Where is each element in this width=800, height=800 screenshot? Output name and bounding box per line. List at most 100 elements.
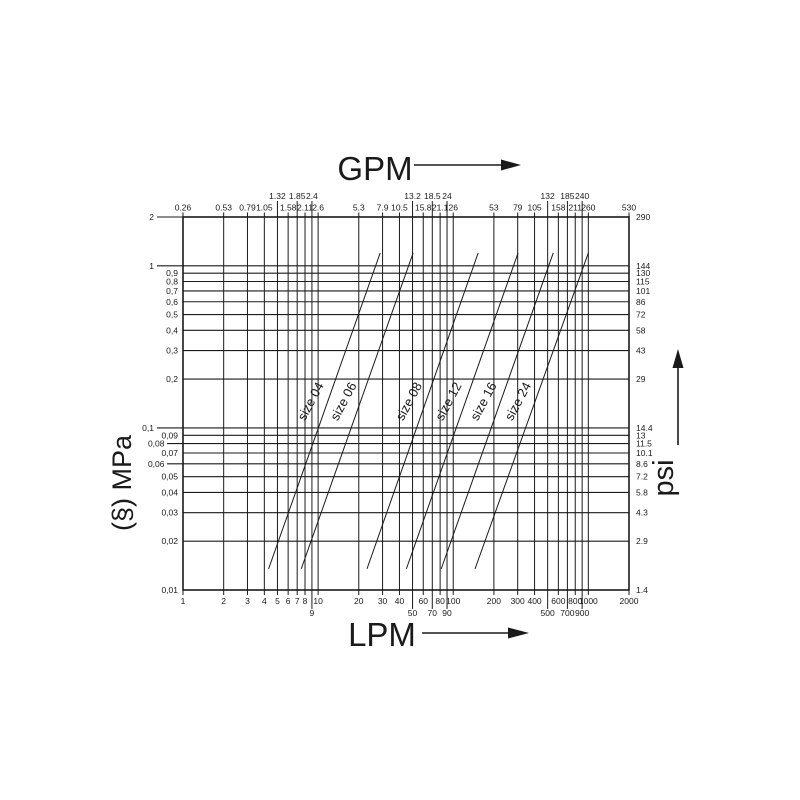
top-tick-label: 1.32 [269, 191, 286, 201]
psi-arrow-icon [672, 349, 684, 445]
left-tick-label: 0,5 [166, 310, 178, 320]
left-tick-label: 0,06 [148, 459, 165, 469]
axis-ticks [182, 201, 630, 609]
gpm-arrow-icon [414, 159, 521, 171]
top-tick-label: 530 [622, 203, 636, 213]
series-line-size-12 [405, 252, 519, 570]
right-tick-label: 86 [636, 297, 646, 307]
series-labels: size 04 size 06 size 08 size 12 size 16 size … [294, 380, 534, 423]
bottom-tick-label: 700 [560, 608, 574, 618]
left-tick-label: 0,02 [161, 536, 178, 546]
bottom-tick-label: 80 [435, 596, 445, 606]
bottom-tick-label: 800 [568, 596, 582, 606]
top-tick-label: 2.11 [297, 203, 313, 213]
series-lines [268, 252, 589, 570]
series-line-size-06 [300, 252, 414, 570]
left-tick-label: 0,8 [166, 277, 178, 287]
bottom-tick-label: 2000 [620, 596, 639, 606]
right-tick-label: 58 [636, 325, 646, 335]
top-tick-label: 0.79 [239, 203, 256, 213]
bottom-tick-label: 20 [354, 596, 364, 606]
left-tick-label: 0,7 [166, 286, 178, 296]
bottom-tick-label: 9 [310, 608, 315, 618]
top-tick-label: 1.58 [280, 203, 297, 213]
bottom-tick-label: 30 [378, 596, 388, 606]
right-tick-label: 5.8 [636, 487, 648, 497]
series-line-size-04 [268, 252, 381, 570]
top-tick-label: 105 [527, 203, 541, 213]
top-tick-label: 7.9 [377, 203, 389, 213]
bottom-tick-label: 3 [245, 596, 250, 606]
bottom-tick-label: 7 [295, 596, 300, 606]
right-tick-label: 115 [636, 277, 650, 287]
top-tick-label: 26 [448, 203, 458, 213]
top-tick-label: 53 [489, 203, 499, 213]
top-tick-label: 13.2 [404, 191, 421, 201]
right-tick-label: 1.4 [636, 585, 648, 595]
left-tick-label: 0,6 [166, 297, 178, 307]
right-tick-label: 4.3 [636, 508, 648, 518]
left-tick-label: 0,03 [161, 508, 178, 518]
right-tick-label: 29 [636, 374, 646, 384]
top-tick-label: 24 [442, 191, 452, 201]
lpm-arrow-icon [422, 627, 529, 639]
left-tick-label: 0,07 [161, 448, 178, 458]
bottom-tick-label: 600 [551, 596, 565, 606]
series-label-size-16: size 16 [467, 380, 500, 423]
top-tick-label: 158 [551, 203, 565, 213]
series-line-size-16 [440, 252, 554, 570]
bottom-tick-label: 8 [303, 596, 308, 606]
left-tick-label: 0,05 [161, 472, 178, 482]
left-tick-label: 0,9 [166, 268, 178, 278]
left-tick-label: 1 [149, 261, 154, 271]
bottom-tick-label: 90 [442, 608, 452, 618]
bottom-tick-label: 900 [575, 608, 589, 618]
series-line-size-08 [366, 252, 479, 570]
top-axis-tick-labels: 0.26 0.53 0.79 1.05 1.58 2.11 2.6 5.3 7.9 10.5 15.… [175, 191, 637, 213]
right-tick-label: 290 [636, 212, 650, 222]
left-tick-label: 0,04 [161, 487, 178, 497]
bottom-tick-label: 400 [527, 596, 541, 606]
right-tick-label: 130 [636, 268, 650, 278]
top-tick-label: 0.53 [215, 203, 232, 213]
top-tick-label: 0.26 [175, 203, 192, 213]
right-tick-label: 14.4 [636, 423, 653, 433]
bottom-axis-title: LPM [348, 616, 416, 653]
left-tick-label: 0,3 [166, 346, 178, 356]
left-tick-label: 2 [149, 212, 154, 222]
left-tick-label: 0,09 [161, 430, 178, 440]
left-tick-label: 0,01 [161, 585, 178, 595]
bottom-tick-label: 70 [428, 608, 438, 618]
plot-frame [182, 216, 630, 591]
right-tick-label: 13 [636, 430, 646, 440]
right-tick-label: 8.6 [636, 459, 648, 469]
bottom-tick-label: 300 [511, 596, 525, 606]
left-tick-label: 0,1 [142, 423, 154, 433]
left-axis-title: (§) MPa [107, 434, 137, 531]
bottom-tick-label: 100 [446, 596, 460, 606]
left-tick-label: 0,2 [166, 374, 178, 384]
bottom-tick-label: 6 [286, 596, 291, 606]
bottom-tick-label: 1 [181, 596, 186, 606]
left-axis-tick-labels: 210,90,80,70,60,50,40,30,20,10,090,080,0… [142, 212, 178, 595]
right-tick-label: 11.5 [636, 439, 652, 449]
top-tick-label: 18.5 [424, 191, 441, 201]
right-axis-title: psi [648, 459, 680, 496]
top-tick-label: 132 [541, 191, 555, 201]
bottom-tick-label: 2 [221, 596, 226, 606]
top-tick-label: 15.8 [415, 203, 432, 213]
bottom-tick-label: 5 [275, 596, 280, 606]
bottom-tick-label: 60 [419, 596, 429, 606]
right-tick-label: 2.9 [636, 536, 648, 546]
top-tick-label: 2.6 [312, 203, 324, 213]
right-tick-label: 72 [636, 310, 646, 320]
horizontal-gridlines [157, 216, 629, 591]
top-tick-label: 79 [513, 203, 523, 213]
bottom-tick-label: 500 [541, 608, 555, 618]
series-line-size-24 [474, 252, 589, 570]
vertical-gridlines [182, 217, 630, 590]
bottom-tick-label: 40 [395, 596, 405, 606]
top-tick-label: 211 [568, 203, 582, 213]
